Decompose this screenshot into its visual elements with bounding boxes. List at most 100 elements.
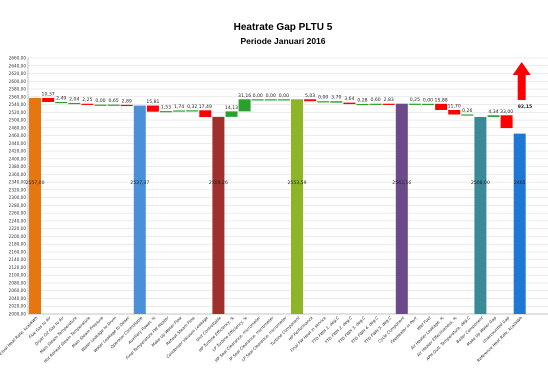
data-label: 2,49 xyxy=(56,95,66,101)
data-label: 2542,16 xyxy=(392,180,411,186)
delta-bar xyxy=(500,115,513,129)
data-label: 2537,37 xyxy=(130,180,149,186)
data-label: 2,25 xyxy=(82,97,92,103)
y-axis-ticks: 2660,00 2640,00 2620,00 2600,00 2580,00 2560,… xyxy=(9,56,27,317)
y-tick-label: 2260,00 xyxy=(9,211,27,216)
y-tick-label: 2220,00 xyxy=(9,226,27,231)
data-label: 0,00 xyxy=(318,95,328,101)
data-label: 11,70 xyxy=(448,103,461,109)
total-bar xyxy=(291,99,303,314)
data-label: 15,81 xyxy=(146,99,159,105)
data-label: 4,34 xyxy=(488,109,498,115)
delta-bar xyxy=(107,104,120,106)
data-label: 2508,26 xyxy=(209,180,228,186)
data-label: 0,00 xyxy=(95,98,105,104)
delta-bar xyxy=(356,103,369,106)
chart-title: Heatrate Gap PLTU 5 xyxy=(234,22,333,33)
delta-bar xyxy=(225,111,238,117)
data-label: 0,65 xyxy=(108,98,118,104)
data-label: 1,74 xyxy=(174,104,184,110)
data-label: 5,03 xyxy=(305,93,315,99)
data-label: 0,25 xyxy=(410,97,420,103)
y-tick-label: 2060,00 xyxy=(9,288,27,293)
delta-bar xyxy=(186,110,199,112)
data-label: 2,04 xyxy=(69,96,79,102)
delta-bar xyxy=(408,103,421,105)
delta-bar xyxy=(199,110,212,118)
y-tick-label: 2180,00 xyxy=(9,242,27,247)
y-tick-label: 2640,00 xyxy=(9,63,27,68)
delta-bar xyxy=(264,99,277,101)
bars xyxy=(29,97,526,315)
data-label: 3,70 xyxy=(331,95,341,101)
delta-bar xyxy=(146,105,159,112)
y-tick-label: 2480,00 xyxy=(9,125,27,130)
y-tick-label: 2120,00 xyxy=(9,265,27,270)
delta-bar xyxy=(422,103,434,106)
y-tick-label: 2040,00 xyxy=(9,296,27,301)
y-tick-label: 2340,00 xyxy=(9,180,27,185)
delta-bar xyxy=(251,99,264,101)
total-bar xyxy=(513,133,526,314)
delta-bar xyxy=(343,102,356,105)
delta-bar xyxy=(173,110,186,112)
data-label: 3,64 xyxy=(344,96,354,102)
delta-bar xyxy=(435,103,448,110)
total-bar xyxy=(474,116,487,314)
data-label: 0,00 xyxy=(266,93,276,99)
y-tick-label: 2140,00 xyxy=(9,257,27,262)
delta-bar xyxy=(369,103,382,105)
data-label: 2465 xyxy=(514,180,526,186)
data-label: 0,26 xyxy=(462,108,472,114)
y-tick-label: 2460,00 xyxy=(9,133,27,138)
y-tick-label: 2600,00 xyxy=(9,79,27,84)
delta-bar xyxy=(42,97,55,102)
y-tick-label: 2660,00 xyxy=(9,56,27,61)
delta-bar xyxy=(448,109,461,115)
delta-bar xyxy=(330,101,343,103)
total-bar xyxy=(395,103,408,314)
y-tick-label: 2360,00 xyxy=(9,172,27,177)
data-label: 10,37 xyxy=(42,91,55,97)
data-label: 17,49 xyxy=(199,104,212,110)
delta-bar xyxy=(317,101,330,103)
y-tick-label: 2020,00 xyxy=(9,304,27,309)
y-tick-label: 2100,00 xyxy=(9,273,27,278)
delta-bar xyxy=(68,102,81,105)
delta-bar xyxy=(55,101,68,104)
data-label: 0,00 xyxy=(279,93,289,99)
y-tick-label: 2240,00 xyxy=(9,218,27,223)
gridlines xyxy=(27,57,548,315)
total-bar xyxy=(133,105,146,314)
delta-bar xyxy=(94,104,107,106)
delta-bar xyxy=(382,103,395,105)
y-tick-label: 2280,00 xyxy=(9,203,27,208)
data-label: 1,53 xyxy=(161,105,171,111)
data-label: 0,28 xyxy=(357,97,367,103)
data-label: 2557,00 xyxy=(26,180,45,186)
y-tick-label: 2200,00 xyxy=(9,234,27,239)
data-label: 31,16 xyxy=(238,93,251,99)
y-tick-label: 2160,00 xyxy=(9,249,27,254)
y-tick-label: 2520,00 xyxy=(9,110,27,115)
gap-annotation: 92,15 xyxy=(518,104,533,110)
y-tick-label: 2560,00 xyxy=(9,94,27,99)
chart-subtitle: Periode Januari 2016 xyxy=(240,36,325,46)
delta-bar xyxy=(81,103,94,105)
up-arrow-icon xyxy=(512,62,531,100)
data-label: 14,13 xyxy=(225,105,238,111)
y-tick-label: 2380,00 xyxy=(9,164,27,169)
y-tick-label: 2300,00 xyxy=(9,195,27,200)
y-tick-label: 2400,00 xyxy=(9,156,27,161)
data-label: 2,83 xyxy=(384,97,394,103)
total-bar xyxy=(212,116,225,315)
data-label: 2,89 xyxy=(122,98,132,104)
delta-bar xyxy=(277,99,290,101)
data-label: 33,00 xyxy=(500,109,513,115)
y-tick-label: 2320,00 xyxy=(9,187,27,192)
delta-bar xyxy=(461,114,474,116)
y-tick-label: 2440,00 xyxy=(9,141,27,146)
